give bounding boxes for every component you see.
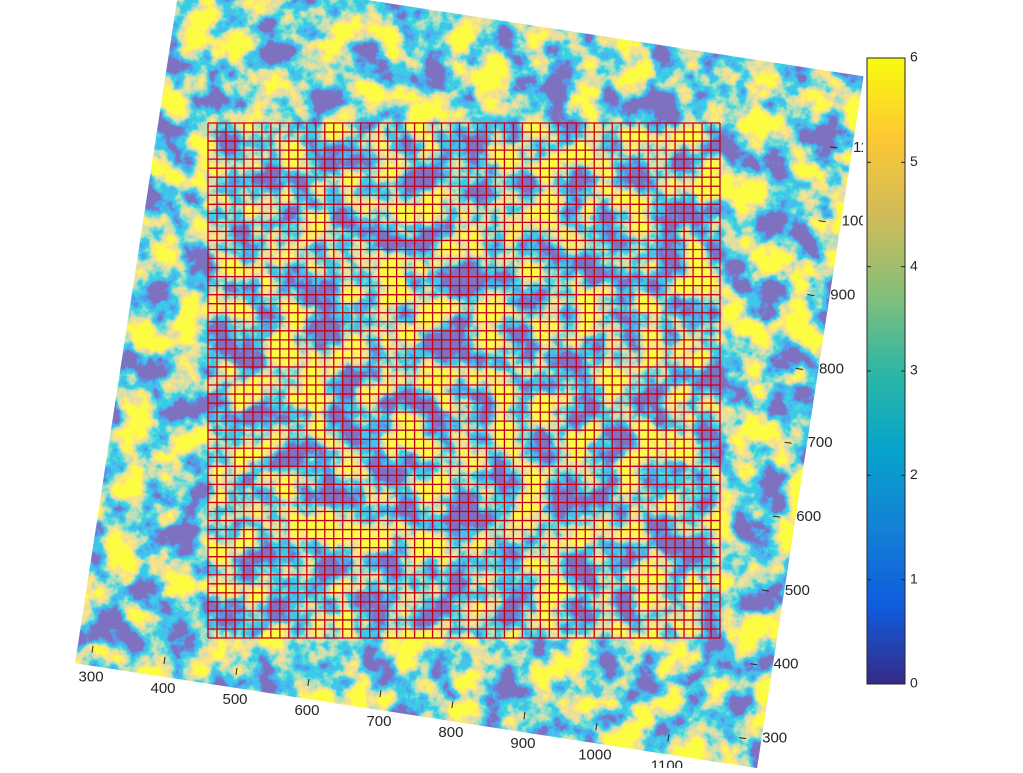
colorbar-tick-label: 1 — [910, 570, 918, 586]
y-tick — [807, 294, 815, 297]
x-tick-label: 900 — [510, 735, 535, 752]
x-tick-label: 300 — [79, 669, 104, 686]
y-tick — [750, 663, 758, 666]
y-tick — [739, 737, 747, 740]
x-tick — [163, 656, 166, 664]
y-tick-label: 1100 — [853, 139, 885, 156]
colorbar-tick-label: 4 — [910, 257, 918, 273]
colorbar-tick-label: 0 — [910, 675, 918, 691]
y-tick — [773, 515, 781, 518]
y-tick — [784, 441, 792, 444]
x-tick — [91, 645, 94, 653]
y-tick-label: 700 — [808, 434, 833, 451]
y-tick-label: 600 — [796, 508, 821, 525]
y-tick — [795, 367, 803, 370]
y-tick-label: 1000 — [842, 213, 875, 230]
image — [88, 0, 838, 746]
x-tick — [523, 712, 526, 720]
y-tick-label: 800 — [819, 360, 844, 377]
y-tick-label: 500 — [785, 582, 810, 599]
x-tick — [307, 678, 310, 686]
x-tick — [595, 723, 598, 731]
x-tick-label: 800 — [438, 724, 463, 741]
x-tick — [379, 689, 382, 698]
x-tick-label: 600 — [294, 702, 319, 719]
y-tick — [829, 146, 838, 149]
axes — [88, 0, 838, 746]
x-tick — [667, 734, 670, 742]
colorbar-tick-label: 6 — [910, 49, 918, 65]
y-tick-label: 300 — [762, 730, 787, 747]
overlay-grid — [207, 122, 721, 639]
x-tick-label: 400 — [151, 680, 176, 697]
y-labels: 300 400 500 600 700 800 900 1000 1100 — [762, 139, 885, 747]
x-tick-label: 700 — [366, 713, 391, 730]
y-tick-label: 900 — [830, 287, 855, 304]
y-tick — [761, 589, 769, 592]
x-tick — [451, 701, 454, 709]
x-tick — [235, 667, 238, 675]
x-tick-label: 1100 — [651, 757, 683, 768]
y-tick-label: 400 — [773, 656, 798, 673]
colorbar-tick-label: 5 — [910, 153, 918, 169]
colorbar — [866, 57, 906, 685]
colorbar-tick-label: 3 — [910, 362, 918, 378]
y-tick — [818, 220, 826, 223]
colorbar-tick-label: 2 — [910, 466, 918, 482]
x-tick-label: 500 — [222, 691, 247, 708]
x-tick-label: 1000 — [578, 746, 611, 763]
